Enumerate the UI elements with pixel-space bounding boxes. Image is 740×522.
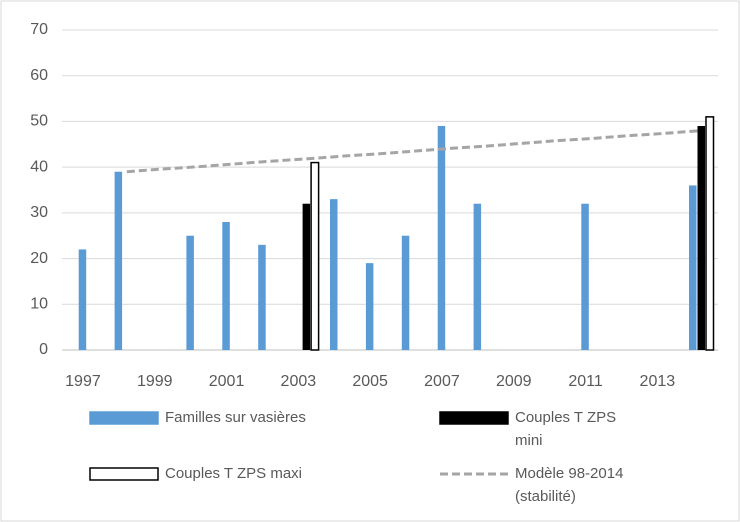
legend-key [89, 467, 159, 481]
x-tick-label: 2007 [424, 373, 460, 390]
bar [186, 235, 194, 350]
bar [310, 161, 320, 351]
bar [697, 126, 705, 350]
y-tick-label: 40 [30, 158, 48, 175]
legend-label: Couples T ZPS mini [515, 409, 617, 449]
bar [401, 235, 410, 350]
x-tick-label: 1999 [137, 373, 173, 390]
bar [581, 203, 589, 350]
x-tick-label: 2011 [568, 373, 603, 390]
legend-key [89, 411, 159, 425]
legend-key [439, 411, 509, 425]
x-tick-label: 2001 [209, 373, 245, 390]
x-tick-label: 2013 [640, 373, 676, 390]
x-tick-label: 2009 [496, 373, 532, 390]
bar [330, 199, 338, 350]
bar [78, 249, 87, 350]
y-tick-label: 30 [30, 204, 48, 221]
bar [302, 203, 311, 350]
bar [473, 203, 482, 350]
bar [365, 263, 374, 350]
y-tick-label: 70 [30, 21, 48, 38]
y-tick-label: 10 [30, 296, 48, 313]
y-tick-label: 0 [39, 341, 48, 358]
bar [258, 244, 266, 350]
y-tick-label: 20 [30, 250, 48, 267]
x-tick-label: 2005 [352, 373, 388, 390]
bar [689, 185, 697, 350]
y-tick-label: 60 [30, 67, 48, 84]
bar [222, 222, 230, 350]
bar [705, 116, 715, 351]
y-tick-label: 50 [30, 113, 48, 130]
legend-label: Familles sur vasières [165, 409, 306, 426]
x-tick-label: 1997 [65, 373, 101, 390]
bar [114, 171, 123, 350]
x-tick-label: 2003 [281, 373, 317, 390]
legend-label: Couples T ZPS maxi [165, 465, 302, 482]
legend-label: Modèle 98-2014 (stabilité) [515, 465, 624, 505]
bar [437, 126, 446, 350]
